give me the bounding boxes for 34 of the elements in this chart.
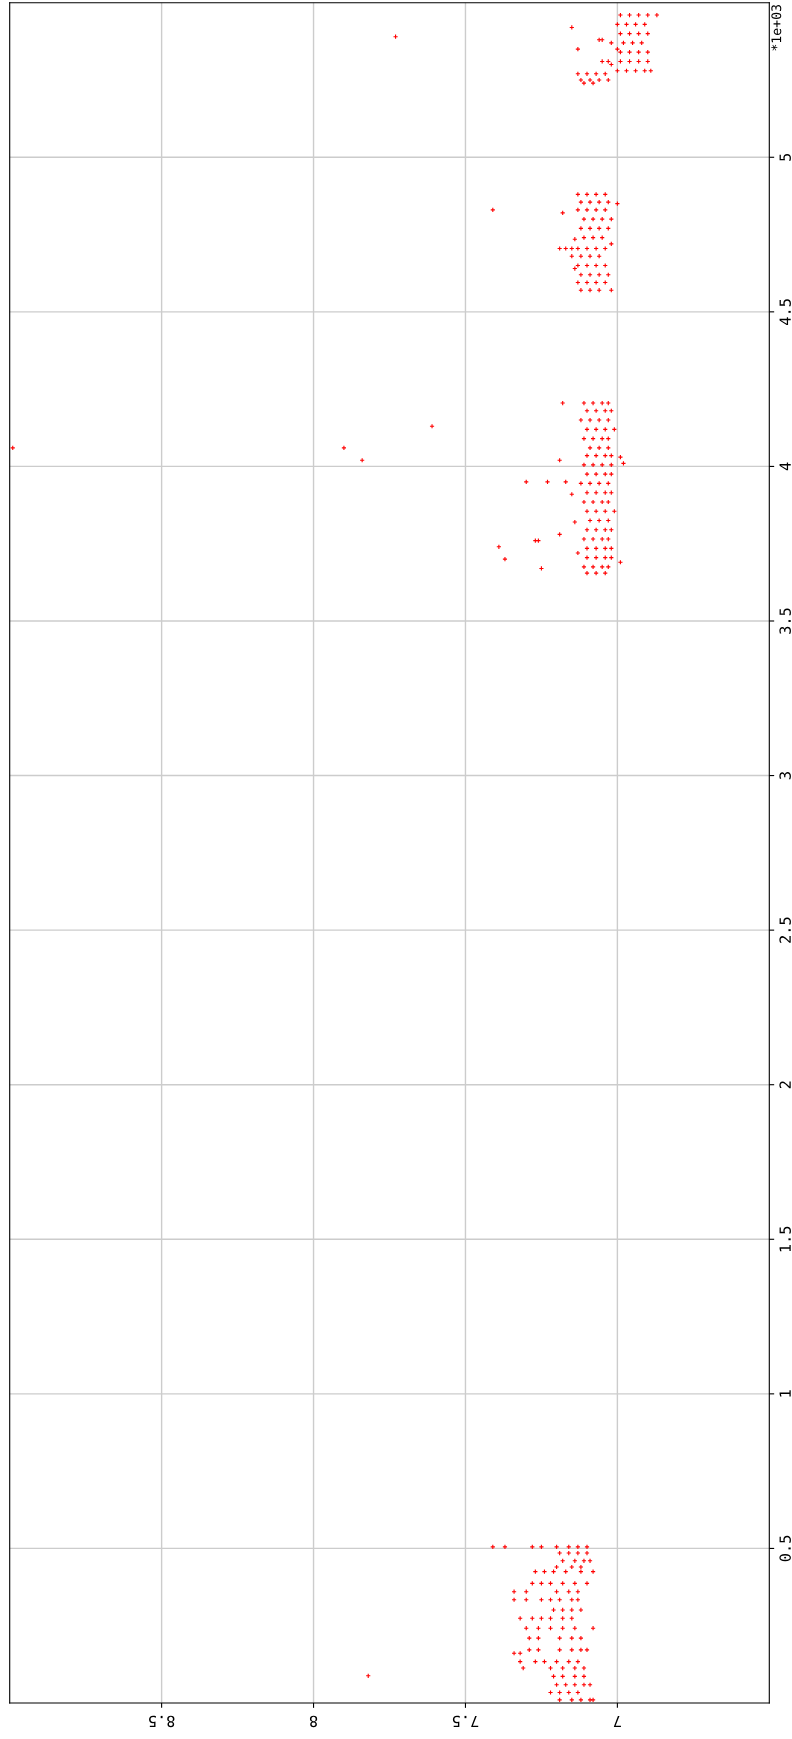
y-tick-label: 1 bbox=[779, 1390, 791, 1397]
point bbox=[587, 225, 593, 232]
y-tick-label: 4 bbox=[779, 462, 791, 471]
point bbox=[587, 272, 593, 278]
point bbox=[605, 77, 611, 83]
point bbox=[581, 216, 587, 222]
point bbox=[584, 245, 590, 252]
x-tick-label: 7 bbox=[613, 1715, 621, 1728]
point bbox=[584, 279, 590, 286]
y-tick-label: 5 bbox=[779, 153, 791, 161]
point bbox=[596, 77, 602, 83]
point bbox=[617, 58, 624, 65]
point bbox=[578, 77, 584, 83]
y-tick-label: 4.5 bbox=[779, 299, 791, 325]
point bbox=[587, 253, 593, 259]
point bbox=[587, 199, 593, 205]
x-tick-label: 8 bbox=[309, 1715, 318, 1728]
text: *1e+03 bbox=[771, 4, 782, 51]
point bbox=[584, 262, 590, 269]
x-tick-label: 7.5 bbox=[452, 1715, 479, 1728]
point bbox=[581, 80, 587, 86]
x-tick-label: 8.5 bbox=[149, 1715, 175, 1728]
y-tick-label: 1.5 bbox=[779, 1226, 791, 1252]
y-tick-label: 2 bbox=[779, 1081, 791, 1089]
y-tick-label: 2.5 bbox=[779, 917, 791, 943]
y-tick-label: 3 bbox=[779, 772, 791, 780]
point bbox=[584, 191, 590, 198]
point bbox=[587, 287, 593, 293]
point bbox=[581, 235, 587, 241]
y-tick-label: 3.5 bbox=[779, 608, 791, 634]
point bbox=[584, 207, 590, 213]
y-tick-label: 0.5 bbox=[779, 1535, 791, 1562]
point bbox=[626, 58, 633, 65]
point bbox=[584, 71, 590, 77]
